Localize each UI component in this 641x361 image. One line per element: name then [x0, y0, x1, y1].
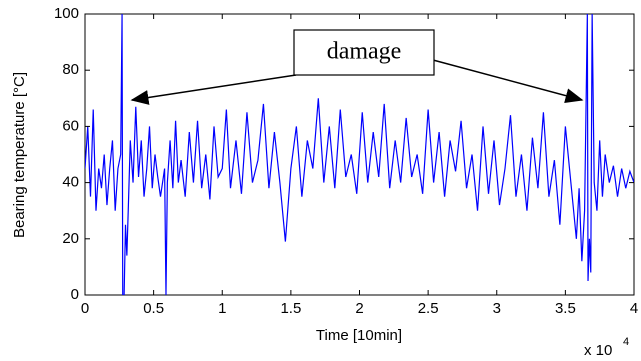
annotation-box — [293, 29, 435, 76]
arrow — [130, 74, 297, 105]
x-multiplier-exp: 4 — [623, 336, 629, 348]
x-tick-label: 3.5 — [555, 300, 576, 317]
annotation: damage — [327, 39, 402, 65]
x-tick-label: 0 — [81, 300, 89, 317]
arrow — [432, 59, 584, 103]
x-multiplier: x 10 — [584, 342, 612, 359]
x-axis-label: Time [10min] — [316, 327, 402, 344]
y-tick-label: 0 — [71, 286, 79, 303]
y-tick-label: 80 — [62, 61, 79, 78]
x-tick-label: 2 — [355, 300, 363, 317]
x-tick-label: 0.5 — [143, 300, 164, 317]
x-tick-label: 3 — [493, 300, 501, 317]
x-tick-label: 1.5 — [280, 300, 301, 317]
x-tick-label: 2.5 — [418, 300, 439, 317]
y-axis-label: Bearing temperature [°C] — [11, 72, 28, 238]
series-line — [85, 14, 634, 295]
y-tick-label: 100 — [54, 5, 79, 22]
x-tick-label: 1 — [218, 300, 226, 317]
plot-area — [85, 14, 634, 295]
y-tick-label: 20 — [62, 230, 79, 247]
x-tick-label: 4 — [630, 300, 638, 317]
y-tick-label: 40 — [62, 174, 79, 191]
y-tick-label: 60 — [62, 117, 79, 134]
